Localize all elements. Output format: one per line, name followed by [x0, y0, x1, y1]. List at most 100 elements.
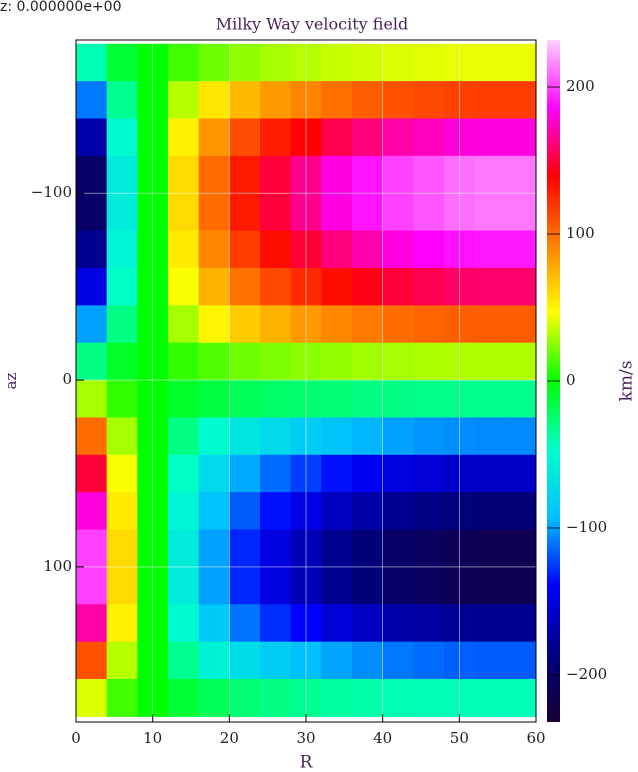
heatmap-cell [198, 454, 230, 493]
heatmap-cell [106, 267, 138, 306]
heatmap-cell [260, 155, 292, 194]
heatmap-cell [321, 679, 353, 717]
heatmap-cell [168, 454, 200, 493]
heatmap-cell [505, 342, 536, 381]
plot-frame [75, 39, 537, 723]
heatmap-cell [413, 43, 445, 82]
heatmap-cell [198, 118, 230, 157]
heatmap-cell [260, 81, 292, 119]
heatmap-cell [352, 267, 384, 306]
heatmap-cell [168, 230, 200, 269]
heatmap-cell [505, 679, 536, 717]
heatmap-cell [106, 641, 138, 680]
heatmap-cell [260, 604, 292, 643]
heatmap-cell [352, 193, 384, 232]
header: z: 0.000000e+00 [0, 0, 121, 15]
heatmap-cell [229, 305, 261, 344]
chart-title: Milky Way velocity field [216, 15, 409, 34]
heatmap-cell [106, 43, 138, 82]
heatmap-cell [505, 43, 536, 82]
heatmap-cell [229, 380, 261, 418]
heatmap-cell [229, 155, 261, 194]
heatmap-cell [106, 529, 138, 568]
heatmap-cell [413, 604, 445, 643]
heatmap-cell [76, 529, 108, 568]
heatmap-cell [321, 267, 353, 306]
heatmap-cell [382, 267, 414, 306]
heatmap-cell [474, 566, 506, 605]
heatmap-cell [505, 454, 536, 493]
x-tick-label: 0 [71, 729, 81, 747]
heatmap-cell [76, 230, 108, 269]
heatmap-cell [382, 43, 414, 82]
heatmap-cell [76, 342, 108, 381]
x-axis-label: R [300, 753, 314, 772]
x-tick-label: 50 [450, 729, 469, 747]
heatmap-cell [413, 193, 445, 232]
heatmap-cell [168, 267, 200, 306]
heatmap-cell [352, 679, 384, 717]
x-tick-label: 10 [143, 729, 162, 747]
heatmap-cell [260, 454, 292, 493]
heatmap-cell [260, 380, 292, 418]
heatmap-cell [229, 342, 261, 381]
heatmap-cell [352, 380, 384, 418]
y-tick-label: 0 [62, 370, 72, 388]
heatmap-cell [505, 529, 536, 568]
heatmap-cell [474, 492, 506, 531]
heatmap-cell [198, 155, 230, 194]
heatmap-cell [229, 529, 261, 568]
heatmap-cell [352, 81, 384, 119]
heatmap-cell [474, 81, 506, 119]
heatmap-cell [413, 492, 445, 531]
heatmap-cell [474, 417, 506, 456]
heatmap-cell [505, 230, 536, 269]
heatmap-cell [76, 566, 108, 605]
heatmap-cell [229, 604, 261, 643]
heatmap-cell [321, 81, 353, 119]
y-tick-label: 100 [43, 557, 72, 575]
heatmap-cell [382, 492, 414, 531]
heatmap-cell [382, 118, 414, 157]
y-axis-label: az [2, 372, 20, 389]
heatmap-cell [76, 43, 108, 82]
heatmap-cell [260, 529, 292, 568]
heatmap-cell [260, 417, 292, 456]
colorbar-tick-label: 200 [566, 77, 595, 95]
heatmap-cell [168, 417, 200, 456]
heatmap-cell [198, 604, 230, 643]
heatmap-cell [321, 155, 353, 194]
heatmap-cell [229, 492, 261, 531]
heatmap-cell [505, 417, 536, 456]
heatmap-cell [229, 566, 261, 605]
heatmap-cell [76, 380, 108, 418]
heatmap-cell [106, 566, 138, 605]
heatmap-cell [198, 193, 230, 232]
heatmap-cell [413, 342, 445, 381]
heatmap-cell [352, 529, 384, 568]
heatmap-cell [321, 492, 353, 531]
heatmap-cell [260, 230, 292, 269]
heatmap-cell [413, 529, 445, 568]
x-tick-label: 60 [526, 729, 545, 747]
heatmap-cell [382, 230, 414, 269]
heatmap-cell [168, 342, 200, 381]
heatmap-cell [474, 529, 506, 568]
heatmap-cell [198, 380, 230, 418]
heatmap-cell [352, 641, 384, 680]
heatmap-cell [382, 566, 414, 605]
heatmap-cell [198, 529, 230, 568]
heatmap-cell [505, 193, 536, 232]
heatmap-cell [474, 641, 506, 680]
heatmap-cell [321, 417, 353, 456]
heatmap-cell [198, 492, 230, 531]
heatmap-cell [260, 641, 292, 680]
heatmap-cell [382, 417, 414, 456]
heatmap-cell [474, 380, 506, 418]
heatmap-cell [505, 566, 536, 605]
overlay [75, 39, 537, 723]
heatmap-cell [413, 566, 445, 605]
heatmap-cell [382, 193, 414, 232]
heatmap-cell [198, 342, 230, 381]
heatmap-cell [413, 267, 445, 306]
